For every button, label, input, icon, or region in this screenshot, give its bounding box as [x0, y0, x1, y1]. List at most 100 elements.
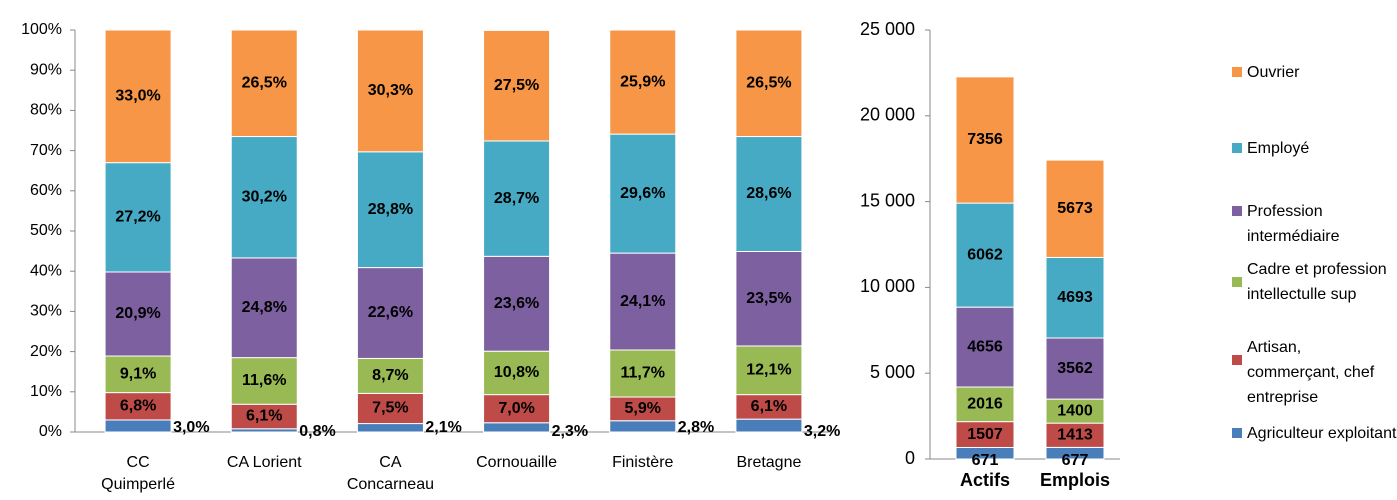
bar-segment: [609, 420, 677, 433]
data-label: 28,8%: [368, 201, 413, 218]
bar-segment: [230, 403, 298, 430]
data-label: 1507: [967, 426, 1003, 443]
data-label: 12,1%: [746, 362, 791, 379]
bar-segment: [104, 419, 172, 433]
y-tick-label: 10%: [30, 383, 62, 400]
bar-segment: [483, 255, 551, 352]
data-label: 33,0%: [115, 88, 160, 105]
data-label: 671: [972, 452, 999, 469]
bar-segment: [356, 392, 424, 425]
legend-swatch: [1232, 67, 1242, 77]
y-tick-label: 60%: [30, 182, 62, 199]
data-label: 3,2%: [804, 423, 840, 440]
data-label: 22,6%: [368, 304, 413, 321]
data-label: 11,6%: [242, 372, 286, 389]
y-tick-label: 40%: [30, 262, 62, 279]
y-tick-label: 30%: [30, 303, 62, 320]
data-label: 28,6%: [746, 185, 791, 202]
bar-segment: [356, 29, 424, 153]
y-tick-label: 0%: [39, 423, 62, 440]
x-tick-label: Bretagne: [736, 454, 802, 471]
bar-segment: [955, 421, 1015, 448]
data-label: 3562: [1057, 360, 1093, 377]
bar-segment: [356, 151, 424, 269]
bar-segment: [230, 136, 298, 259]
bar-segment: [609, 349, 677, 398]
bar-segment: [356, 423, 424, 433]
bar-segment: [735, 394, 803, 420]
bar-segment: [483, 140, 551, 257]
data-label: 4693: [1057, 289, 1093, 306]
data-label: 23,5%: [746, 290, 791, 307]
data-label: 6,1%: [246, 408, 282, 425]
data-label: 26,5%: [746, 74, 791, 91]
data-label: 677: [1062, 452, 1089, 469]
data-label: 8,7%: [372, 367, 408, 384]
legend-swatch: [1232, 143, 1242, 153]
bar-segment: [230, 29, 298, 138]
y-tick-label: 15 000: [860, 190, 915, 210]
bar-segment: [230, 257, 298, 359]
data-label: 29,6%: [620, 185, 665, 202]
data-label: 11,7%: [621, 365, 665, 382]
data-label: 7,5%: [372, 400, 408, 417]
bar-segment: [104, 271, 172, 357]
bar-segment: [955, 386, 1015, 423]
bar-segment: [1045, 159, 1105, 258]
data-label: 1400: [1057, 402, 1093, 419]
legend-label: Employé: [1247, 139, 1310, 157]
data-label: 23,6%: [494, 295, 539, 312]
data-label: 2,1%: [425, 419, 461, 436]
legend-label: Cadre et profession intellectulle sup: [1247, 261, 1387, 303]
y-tick-label: 100%: [21, 21, 62, 38]
data-label: 30,2%: [242, 188, 287, 205]
bar-segment: [104, 355, 172, 394]
data-label: 10,8%: [494, 364, 539, 381]
y-tick-label: 50%: [30, 222, 62, 239]
bar-segment: [104, 162, 172, 273]
legend-label: Artisan, commerçant, chef entreprise: [1247, 339, 1375, 406]
x-tick-label: Cornouaille: [476, 454, 558, 471]
y-tick-label: 90%: [30, 61, 62, 78]
data-label: 24,1%: [620, 293, 665, 310]
legend-swatch: [1232, 428, 1242, 438]
legend-swatch: [1232, 355, 1242, 365]
data-label: 25,9%: [620, 73, 665, 90]
bar-segment: [955, 306, 1015, 388]
data-label: 5673: [1057, 200, 1093, 217]
legend-label: Agriculteur exploitant: [1247, 424, 1397, 442]
data-label: 9,1%: [120, 366, 156, 383]
bar-segment: [955, 202, 1015, 308]
bar-segment: [609, 133, 677, 254]
data-label: 2,3%: [552, 423, 588, 440]
data-label: 26,5%: [242, 74, 287, 91]
bar-segment: [356, 267, 424, 359]
data-label: 0,8%: [299, 423, 335, 440]
bar-segment: [955, 76, 1015, 204]
data-label: 20,9%: [115, 305, 160, 322]
data-label: 6,1%: [751, 398, 787, 415]
legend-swatch: [1232, 277, 1242, 287]
bar-segment: [1045, 337, 1105, 400]
bar-segment: [104, 29, 172, 164]
y-tick-label: 10 000: [860, 276, 915, 296]
x-tick-label: CA Lorient: [226, 454, 302, 471]
data-label: 6,8%: [120, 397, 156, 414]
data-label: 24,8%: [242, 299, 287, 316]
x-tick-label: Emplois: [1040, 470, 1110, 490]
bar-segment: [735, 251, 803, 347]
data-label: 4656: [967, 338, 1003, 355]
x-tick-label: CA Concarneau: [346, 454, 434, 493]
data-label: 27,2%: [115, 209, 160, 226]
data-label: 30,3%: [368, 82, 413, 99]
bar-segment: [104, 392, 172, 421]
x-tick-label: Finistère: [612, 454, 674, 471]
data-label: 2,8%: [678, 419, 714, 436]
x-tick-label: Actifs: [960, 470, 1010, 490]
data-label: 6062: [967, 246, 1003, 263]
data-label: 5,9%: [625, 400, 661, 417]
bar-segment: [735, 418, 803, 433]
y-tick-label: 80%: [30, 102, 62, 119]
